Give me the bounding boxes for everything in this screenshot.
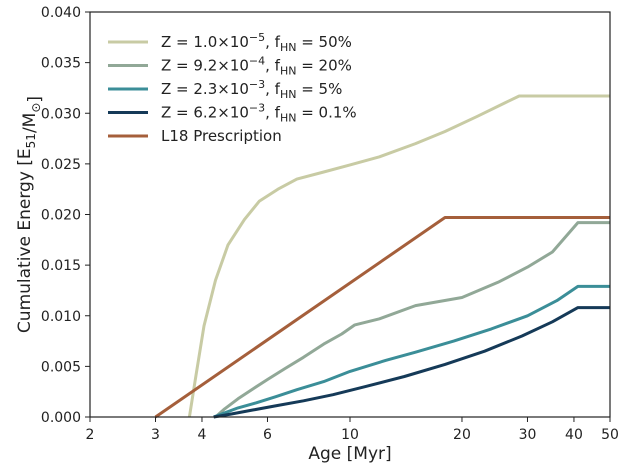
axis-ticks: 2 3 4 6 10 20 30 40 50 0.000 0.005 0.010 0.015 0.020 0… [41,5,619,443]
series-lines [154,94,610,419]
legend-label: Z = 2.3×10−3, fHN = 5% [161,78,342,101]
x-tick-label: 3 [151,427,160,443]
y-tick-label: 0.010 [41,309,81,325]
x-tick-label: 30 [519,427,537,443]
x-tick-label: 10 [341,427,359,443]
x-axis-title: Age [Myr] [308,444,391,464]
x-tick-label: 50 [601,427,619,443]
y-tick-label: 0.000 [41,410,81,426]
series-line-2 [214,221,610,419]
y-tick-label: 0.020 [41,208,81,224]
y-tick-label: 0.025 [41,157,81,173]
series-line-5 [154,216,610,419]
series-line-3 [213,284,610,419]
legend-label: Z = 1.0×10−5, fHN = 50% [161,31,352,54]
series-line-4 [213,306,610,419]
y-tick-label: 0.040 [41,5,81,21]
x-tick-label: 2 [86,427,95,443]
y-tick-label: 0.015 [41,258,81,274]
x-tick-label: 6 [263,427,272,443]
legend-label: Z = 9.2×10−4, fHN = 20% [161,55,352,78]
series-line-1 [187,94,610,418]
legend-label: Z = 6.2×10−3, fHN = 0.1% [161,102,357,125]
x-tick-label: 20 [453,427,471,443]
y-tick-label: 0.005 [41,359,81,375]
legend-label: L18 Prescription [161,127,282,145]
y-axis-title: Cumulative Energy [E51/M⊙] [15,96,45,333]
legend: Z = 1.0×10−5, fHN = 50%Z = 9.2×10−4, fHN… [108,31,357,145]
y-tick-label: 0.030 [41,106,81,122]
y-tick-label: 0.035 [41,56,81,72]
x-tick-label: 4 [198,427,207,443]
x-tick-label: 40 [565,427,583,443]
